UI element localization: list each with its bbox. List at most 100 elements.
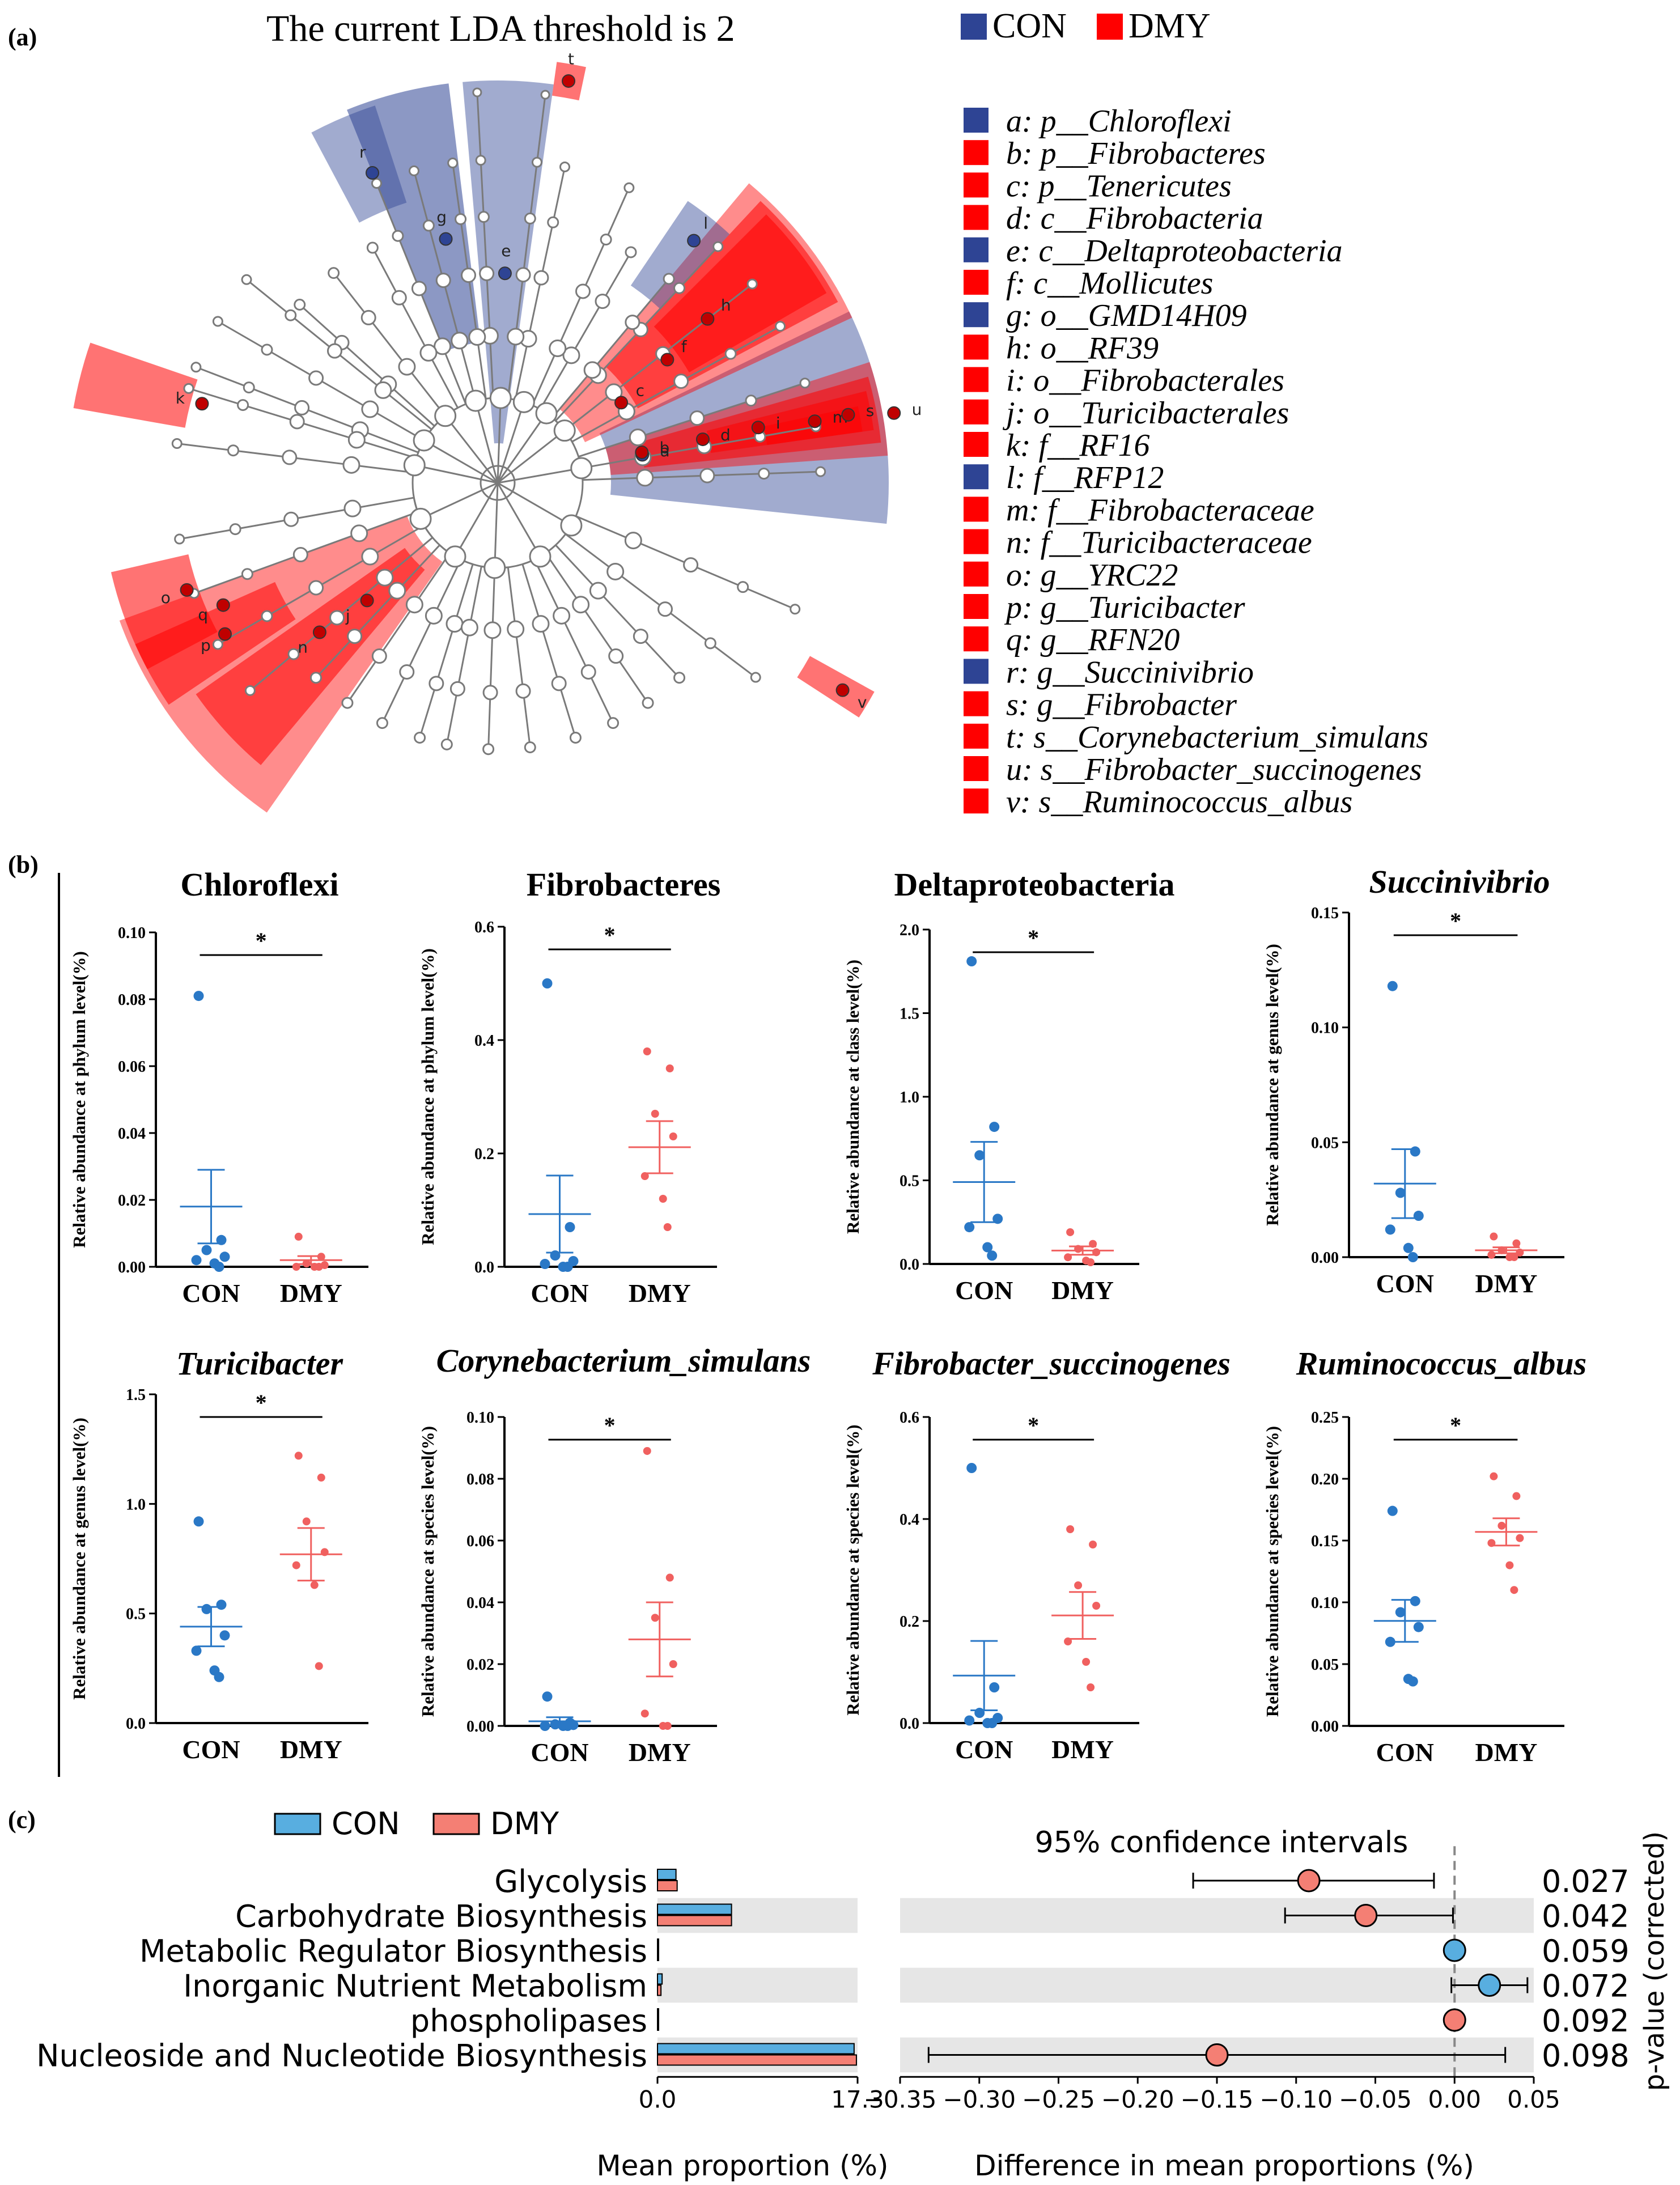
taxon-sep: : [1022,298,1041,333]
taxon-rank: p [1038,104,1057,139]
data-point-con [987,1250,998,1261]
biomarker-letter-e: e [501,241,511,260]
significance-mark: * [1028,925,1039,951]
tree-branch [372,247,400,299]
data-point-con [964,1222,975,1233]
significance-mark: * [1450,908,1461,934]
taxon-key: g [1006,298,1022,333]
tree-branch [379,604,415,657]
tree-node [190,362,202,373]
taxon-label-r: r: g__Succinivibrio [1006,655,1254,690]
taxon-label-o: o: g__YRC22 [1006,558,1178,593]
tree-node [489,387,512,409]
data-point-con [1385,1224,1395,1235]
tree-node [633,629,648,644]
taxon-label-k: k: f__RF16 [1006,428,1150,463]
tree-node [483,557,506,579]
tree-branch [575,515,634,541]
tree-node [673,282,686,294]
tree-branch [315,635,355,678]
tree-branch [243,404,298,423]
tree-branch [454,482,499,557]
taxon-sep: : [1022,752,1041,787]
tree-node [553,419,576,442]
difference-x-tick-label: −0.30 [943,2085,1016,2113]
mean-x-tick-label: 17.3 [831,2085,884,2113]
tree-branch [387,383,435,427]
tree-node [449,681,465,697]
tree-branch [246,279,291,316]
data-point-con [191,1645,202,1656]
biomarker-node-s [841,408,855,422]
biomarker-node-t [562,74,576,88]
clade-highlight-e [463,80,554,444]
taxon-swatch-m [964,497,989,522]
taxon-sep: : [1019,688,1037,723]
taxon-key: n [1006,525,1022,561]
tree-node [570,457,593,480]
tree-branch [414,464,498,484]
y-tick-label: 0.00 [1311,1249,1339,1267]
x-category-label: CON [1376,1738,1434,1767]
tree-node [636,469,654,487]
tree-node [360,309,376,325]
tree-branch [482,217,488,274]
tree-branch [533,559,562,616]
tree-node [212,316,223,327]
taxon-label-v: v: s__Ruminococcus_albus [1006,784,1352,820]
tree-branch [515,629,524,691]
tree-branch [662,318,709,355]
tree-node [750,672,761,683]
tree-branch [633,540,691,566]
tree-node [243,381,255,394]
taxon-underscore: __ [1052,234,1085,269]
mean-bar-dmy [657,1984,662,1996]
tree-node [391,290,407,306]
tree-branch [453,564,474,625]
tree-node [724,347,737,360]
taxon-label-m: m: f__Fibrobacteraceae [1006,493,1314,528]
taxon-sep: : [1022,104,1041,139]
taxon-name: RF16 [1079,428,1149,463]
group-legend-swatch-con [961,14,987,40]
tree-node [625,246,637,258]
taxon-name: Fibrobacteraceae [1088,493,1314,528]
tree-branch [497,401,525,483]
tree-node [569,731,582,744]
plot-title: Fibrobacter_succinogenes [872,1345,1231,1382]
x-category-label: DMY [1475,1269,1537,1298]
tree-branch [486,273,491,336]
clade-highlight-k [73,342,198,428]
taxon-name: YRC22 [1088,558,1178,593]
taxon-name: Fibrobacteria [1086,201,1263,236]
difference-x-tick-label: −0.05 [1339,2085,1412,2113]
tree-branch [497,413,548,483]
biomarker-letter-h: h [721,296,731,315]
x-category-label: CON [182,1279,240,1308]
tree-node [409,507,432,530]
taxon-swatch-v [964,788,989,814]
data-point-dmy [669,1132,677,1140]
tree-branch [580,604,617,657]
tree-node [285,309,297,321]
tree-branch [233,449,290,459]
tree-branch [334,350,384,391]
tree-branch [381,671,408,724]
data-point-con [191,1255,202,1266]
data-point-con [565,1222,575,1232]
y-tick-label: 0.4 [900,1511,919,1529]
group-legend-swatch-dmy [1097,14,1123,40]
tree-branch [539,355,572,410]
taxon-name: Corynebacterium_simulans [1077,720,1428,755]
taxon-sep: : [1015,460,1034,495]
taxon-swatch-i [964,367,989,392]
group-legend-label-con: CON [992,7,1067,45]
data-point-dmy [659,1195,667,1203]
biomarker-letter-b: b [659,439,669,457]
mean-bar-con [657,1869,677,1880]
taxon-rank: s [1039,784,1051,820]
taxon-name: Chloroflexi [1088,104,1232,139]
tree-node [399,664,415,680]
mean-bar-con [657,1938,659,1950]
biomarker-letter-s: s [866,401,875,420]
